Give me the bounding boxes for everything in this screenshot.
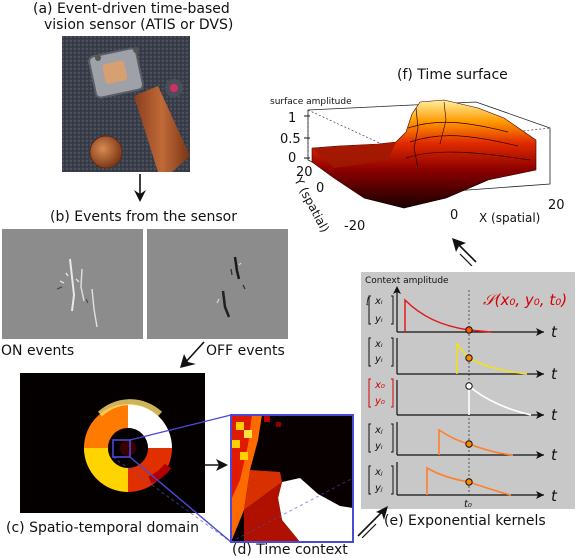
arrow-b-to-c [180,341,205,368]
off-events-image [147,229,288,339]
context-amplitude-label: Context amplitude [365,276,449,286]
t-axis-label-4: t [551,487,558,505]
caption-panel-c: (c) Spatio-temporal domain [6,520,199,536]
kernel-row-2: x₀ y₀ t [374,380,558,424]
kernel-row-2-bottom: y₀ [374,396,385,407]
t-axis-label-3: t [551,446,558,464]
arrow-a-to-b [134,174,146,202]
y-axis-label: Y (spatial) [291,174,332,235]
t-axis-label-0: t [551,323,558,341]
caption-panel-e: (e) Exponential kernels [384,513,546,529]
x-tick-20: 20 [548,198,565,213]
z-tick-05: 0.5 [280,132,301,147]
kernel-row-2-top: x₀ [374,380,385,391]
svg-text:[: [ [366,297,370,307]
z-tick-0: 0 [288,151,296,166]
arrow-d-to-e [357,506,388,538]
kernel-row-0-bottom: yᵢ [374,314,383,325]
caption-panel-f: (f) Time surface [397,67,508,83]
exponential-kernels-panel: Context amplitude 𝒮(x₀, y₀, t₀) [ xᵢ yᵢ … [361,272,575,509]
z-axis-label: surface amplitude [270,97,352,107]
spatio-temporal-image [20,373,354,543]
kernel-row-3-top: xⱼ [374,425,383,436]
off-events-label: OFF events [206,343,285,359]
kernel-row-1: xᵢ yᵢ t [374,338,558,383]
sensor-photo [62,36,190,172]
kernel-row-4-top: xⱼ [374,467,383,478]
caption-panel-b: (b) Events from the sensor [50,209,237,225]
kernel-row-4-bottom: yⱼ [374,483,383,494]
y-tick-20: 20 [296,165,313,180]
arrow-e-to-f [452,238,477,266]
t-axis-label-1: t [551,365,558,383]
surface-value-label: 𝒮(x₀, y₀, t₀) [483,291,567,309]
y-tick-neg20: -20 [344,219,365,234]
kernel-row-1-top: xᵢ [374,339,383,350]
t0-label: t₀ [464,499,472,509]
z-tick-1: 1 [288,111,296,126]
x-axis-label: X (spatial) [479,211,540,225]
x-tick-0: 0 [450,208,458,223]
on-events-image [2,229,143,339]
caption-panel-a-line1: (a) Event-driven time-based [33,1,230,17]
caption-panel-d: (d) Time context [232,542,348,558]
kernel-row-0: [ xᵢ yᵢ t [366,286,558,341]
kernel-row-4: xⱼ yⱼ t [374,462,558,505]
y-tick-0: 0 [316,181,324,196]
on-events-label: ON events [1,343,75,359]
kernel-row-3-bottom: yᵢ [374,441,383,452]
kernel-row-1-bottom: yᵢ [374,354,383,365]
kernel-row-0-top: xᵢ [374,296,383,307]
caption-panel-a-line2: vision sensor (ATIS or DVS) [44,17,234,33]
kernel-row-3: xⱼ yᵢ t [374,422,558,464]
time-surface-plot: surface amplitude 1 0.5 0 20 0 -20 Y (sp… [270,97,565,235]
t-axis-label-2: t [551,406,558,424]
